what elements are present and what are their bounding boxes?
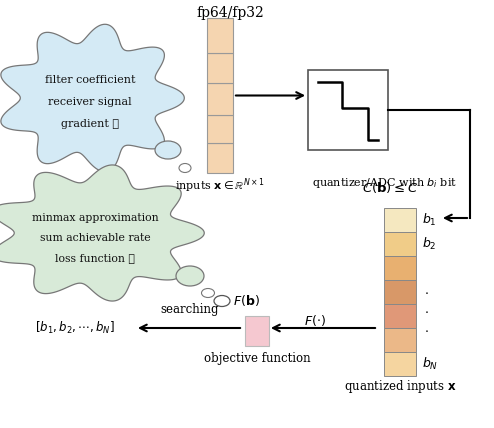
Ellipse shape [202, 288, 214, 297]
Ellipse shape [176, 266, 204, 286]
FancyBboxPatch shape [384, 208, 416, 232]
FancyBboxPatch shape [384, 352, 416, 376]
FancyBboxPatch shape [308, 70, 388, 150]
Text: receiver signal: receiver signal [48, 97, 132, 107]
Text: $b_2$: $b_2$ [422, 236, 437, 252]
Ellipse shape [155, 141, 181, 159]
FancyBboxPatch shape [384, 304, 416, 328]
Text: $F(\cdot)$: $F(\cdot)$ [304, 312, 326, 327]
FancyBboxPatch shape [207, 143, 233, 173]
Text: quantizer/ADC with $b_i$ bit: quantizer/ADC with $b_i$ bit [313, 176, 457, 190]
FancyBboxPatch shape [207, 53, 233, 83]
FancyBboxPatch shape [245, 316, 269, 346]
Text: objective function: objective function [204, 352, 310, 365]
Text: filter coefficient: filter coefficient [45, 75, 135, 85]
Text: fp64/fp32: fp64/fp32 [196, 6, 264, 20]
Ellipse shape [179, 163, 191, 172]
Text: gradient ⋯: gradient ⋯ [61, 119, 119, 129]
Text: $C(\mathbf{b})\leq C$: $C(\mathbf{b})\leq C$ [362, 180, 418, 195]
FancyBboxPatch shape [207, 83, 233, 115]
FancyBboxPatch shape [384, 256, 416, 280]
FancyBboxPatch shape [384, 280, 416, 304]
Text: $\cdot$: $\cdot$ [424, 324, 429, 337]
FancyBboxPatch shape [207, 115, 233, 143]
Text: loss function ⋯: loss function ⋯ [55, 253, 135, 263]
FancyBboxPatch shape [384, 328, 416, 352]
Text: $b_1$: $b_1$ [422, 212, 437, 228]
Text: inputs $\mathbf{x}\in\mathbb{R}^{N\times 1}$: inputs $\mathbf{x}\in\mathbb{R}^{N\times… [175, 176, 265, 195]
Text: sum achievable rate: sum achievable rate [40, 233, 150, 243]
FancyBboxPatch shape [207, 18, 233, 53]
Text: $\cdot$: $\cdot$ [424, 305, 429, 318]
PathPatch shape [1, 24, 184, 172]
Text: $[b_1, b_2, \cdots, b_N]$: $[b_1, b_2, \cdots, b_N]$ [35, 320, 115, 336]
Text: quantized inputs $\mathbf{x}$: quantized inputs $\mathbf{x}$ [343, 378, 456, 395]
Text: searching: searching [161, 303, 219, 316]
Text: $\cdot$: $\cdot$ [424, 285, 429, 298]
Ellipse shape [214, 295, 230, 306]
FancyBboxPatch shape [384, 232, 416, 256]
PathPatch shape [0, 165, 204, 301]
Text: $b_N$: $b_N$ [422, 356, 438, 372]
Text: minmax approximation: minmax approximation [32, 213, 158, 223]
Text: $F(\mathbf{b})$: $F(\mathbf{b})$ [233, 294, 260, 309]
